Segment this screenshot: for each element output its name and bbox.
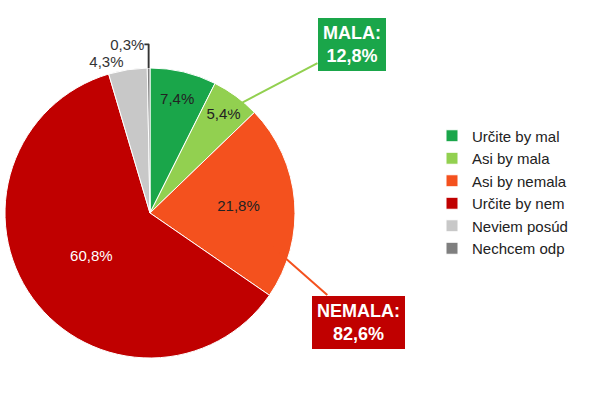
svg-text:Nechcem odp: Nechcem odp	[472, 240, 565, 257]
svg-text:4,3%: 4,3%	[89, 53, 123, 70]
svg-text:Neviem posúd: Neviem posúd	[472, 218, 568, 235]
svg-text:Asi by mala: Asi by mala	[472, 150, 550, 167]
svg-text:21,8%: 21,8%	[217, 197, 260, 214]
svg-text:NEMALA:82,6%: NEMALA:82,6%	[317, 301, 400, 344]
svg-text:60,8%: 60,8%	[70, 247, 113, 264]
svg-text:Určite by mal: Určite by mal	[472, 128, 560, 145]
svg-text:0,3%: 0,3%	[110, 36, 144, 53]
svg-text:5,4%: 5,4%	[206, 105, 240, 122]
svg-text:Určite by nem: Určite by nem	[472, 195, 565, 212]
svg-text:7,4%: 7,4%	[160, 90, 194, 107]
svg-text:MALA:12,8%: MALA:12,8%	[323, 23, 381, 66]
svg-text:Asi by nemala: Asi by nemala	[472, 173, 567, 190]
